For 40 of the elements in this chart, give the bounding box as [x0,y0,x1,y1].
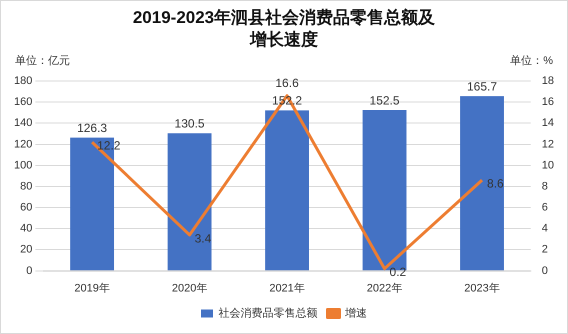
y2-tick-label: 10 [542,159,554,172]
y2-tick-label: 12 [542,138,554,150]
x-tick-label: 2021年 [269,282,305,294]
y-tick-label: 160 [14,96,32,108]
data-label: 16.6 [275,76,300,90]
x-tick-label: 2019年 [74,282,110,294]
data-label: 152.5 [370,93,400,108]
y2-tick-label: 0 [542,264,548,277]
y2-tick-label: 6 [542,202,548,214]
chart-title: 2019-2023年泗县社会消费品零售总额及增长速度 [132,7,436,51]
bar [265,110,309,270]
data-label: 8.6 [487,176,504,190]
y-axis-title: 单位：亿元 [15,54,70,67]
legend-label: 增速 [344,306,367,320]
y-tick-label: 140 [14,117,32,130]
y2-tick-label: 8 [542,180,548,192]
data-label: 3.4 [194,231,212,246]
x-tick-label: 2022年 [366,282,402,294]
y-tick-label: 120 [14,138,32,150]
y2-tick-label: 18 [542,75,554,88]
y2-tick-label: 14 [542,117,554,130]
legend-label: 社会消费品零售总额 [218,306,318,320]
x-tick-label: 2020年 [172,282,208,294]
y2-tick-label: 2 [542,244,548,256]
data-label: 126.3 [77,120,108,135]
y-tick-label: 40 [20,222,32,235]
data-label: 130.5 [174,116,205,131]
y2-axis-title: 单位：% [510,54,553,67]
y-tick-label: 60 [20,202,32,214]
data-label: 165.7 [467,79,498,94]
y-tick-label: 0 [26,264,32,277]
y-tick-label: 180 [14,75,32,88]
bar [460,96,504,270]
y-tick-label: 20 [20,244,32,256]
y-tick-label: 100 [14,159,32,172]
y2-tick-label: 4 [542,222,548,235]
bar [168,133,212,270]
y2-tick-label: 16 [542,96,554,108]
x-tick-label: 2023年 [464,282,500,294]
y-tick-label: 80 [20,180,32,192]
